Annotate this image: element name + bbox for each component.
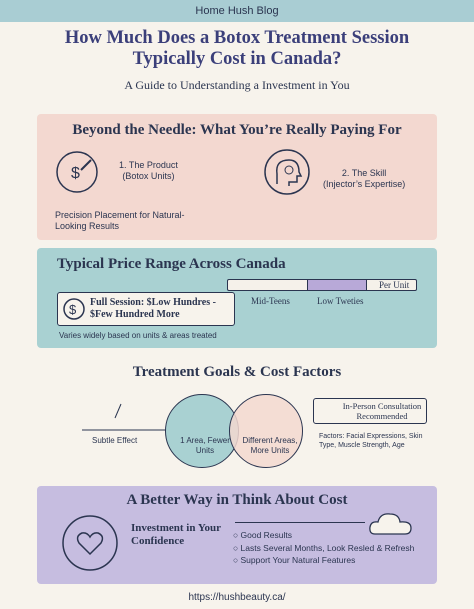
item-label: 2. The Skill (Injector’s Expertise) <box>323 168 406 189</box>
benefit-list: ○ Good Results ○ Lasts Several Months, L… <box>233 529 414 567</box>
note: Varies widely based on units & areas tre… <box>59 331 217 340</box>
rule <box>235 522 365 523</box>
section-product: Beyond the Needle: What You’re Really Pa… <box>37 114 437 240</box>
label: 1 Area, Fewer Units <box>180 436 230 455</box>
section-price: Typical Price Range Across Canada Per Un… <box>37 248 437 348</box>
section-title: A Better Way in Think About Cost <box>126 492 348 508</box>
cloud-icon <box>369 513 412 535</box>
svg-text:$: $ <box>69 302 77 317</box>
top-bar: Home Hush Blog <box>0 0 474 22</box>
note: Precision Placement for Natural-Looking … <box>55 210 185 231</box>
svg-text:$: $ <box>71 165 80 182</box>
item-label: 1. The Product (Botox Units) <box>119 160 178 181</box>
factors: Factors: Facial Expressions, Skin Type, … <box>319 433 423 449</box>
benefit: ○ Good Results <box>233 530 292 540</box>
dollar-icon: $ <box>63 298 85 320</box>
syringe-icon: $ <box>56 151 98 193</box>
range-label: Mid-Teens <box>251 296 290 306</box>
venn-circle <box>165 394 239 468</box>
section-think: A Better Way in Think About Cost Investm… <box>37 486 437 584</box>
section-title: Typical Price Range Across Canada <box>57 256 286 272</box>
blog-name: Home Hush Blog <box>195 5 279 17</box>
unit-label: Per Unit <box>379 280 410 290</box>
section-goals: Treatment Goals & Cost Factors Subtle Ef… <box>37 356 437 478</box>
consult-text: In-Person Consultation Recommended <box>342 401 422 421</box>
consult-box: In-Person Consultation Recommended <box>313 398 427 424</box>
label: Different Areas, More Units <box>242 436 298 455</box>
title: How Much Does a Botox Treatment Session … <box>64 28 410 69</box>
skill-icon <box>264 149 310 195</box>
heart-icon <box>62 515 118 571</box>
range-fill <box>307 279 367 291</box>
section-title: Treatment Goals & Cost Factors <box>132 364 342 380</box>
label: Subtle Effect <box>92 436 138 445</box>
price-text: Full Session: $Low Hundres - $Few Hundre… <box>90 297 216 320</box>
section-title: Beyond the Needle: What You’re Really Pa… <box>72 122 402 138</box>
subtitle: A Guide to Understanding a Investment in… <box>124 78 350 92</box>
venn-circle <box>229 394 303 468</box>
range-label: Low Tweties <box>317 296 364 306</box>
benefit: ○ Lasts Several Months, Look Resled & Re… <box>233 542 415 553</box>
price-box: $ Full Session: $Low Hundres - $Few Hund… <box>57 292 235 326</box>
confidence: Investment in Your Confidence <box>131 522 221 547</box>
benefit: ○ Support Your Natural Features <box>233 555 356 565</box>
footer-url: https://hushbeauty.ca/ <box>188 592 286 603</box>
